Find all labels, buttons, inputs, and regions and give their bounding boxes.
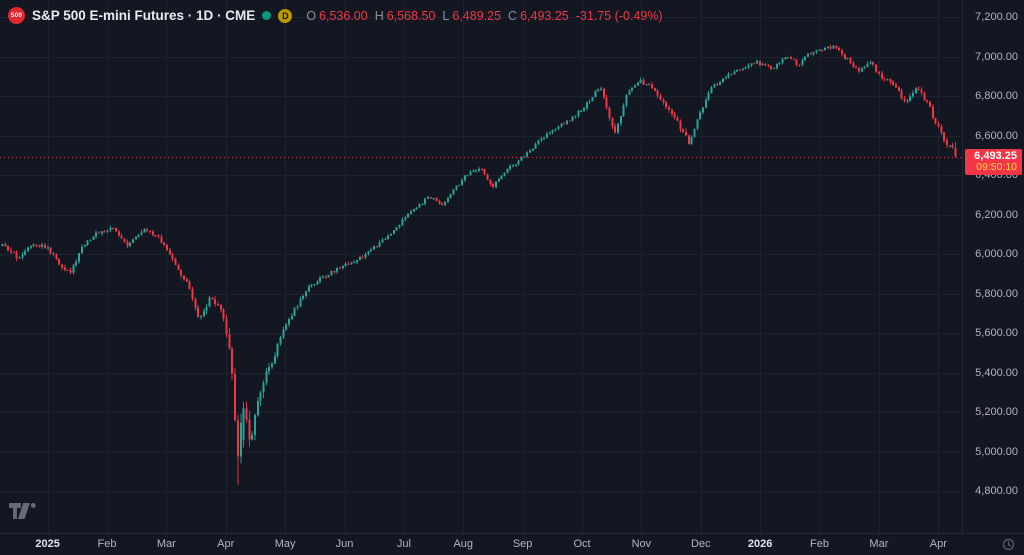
last-price-value: 6,493.25 [974,149,1017,162]
price-axis-label: 6,600.00 [975,129,1018,142]
legend-symbol-title[interactable]: S&P 500 E-mini Futures · 1D · CME [32,8,256,23]
time-axis-month-label: Jul [396,538,411,550]
time-axis-month-label: Feb [810,538,830,550]
symbol-logo-badge: 500 [8,7,25,24]
price-axis-label: 6,800.00 [975,90,1018,102]
candlestick-plot[interactable] [0,0,962,533]
time-axis-month-label: Sep [512,538,533,550]
price-axis-label: 5,000.00 [975,445,1018,458]
chart-legend: 500 S&P 500 E-mini Futures · 1D · CME D … [8,7,663,24]
bar-countdown: 09:50:10 [976,160,1017,173]
ohlc-close-value: 6,493.25 [520,8,569,23]
time-axis-month-label: May [274,538,296,550]
price-axis-label: 7,200.00 [975,11,1018,23]
ohlc-change: -31.75 (-0.49%) [575,8,663,23]
time-axis-month-label: Apr [217,538,235,550]
time-axis-month-label: Oct [573,538,591,550]
timezone-clock-icon[interactable] [1002,538,1015,551]
time-axis[interactable]: 2025 Feb Mar Apr May Jun Jul Aug Sep Oct Nov Dec 202… [0,533,1024,555]
time-axis-month-label: Aug [453,538,474,550]
time-axis-year-label: 2025 [35,538,60,550]
price-axis[interactable]: 6,493.25 09:50:10 7,200.00 7,000.00 6,800.… [962,0,1024,533]
price-axis-label: 6,000.00 [975,248,1018,260]
ohlc-open-value: 6,536.00 [319,8,368,23]
ohlc-high-value: 6,568.50 [386,8,436,23]
market-status-icon[interactable] [262,11,272,20]
time-axis-month-label: Mar [869,538,889,550]
ohlc-high-label: H [374,8,384,23]
price-axis-label: 6,200.00 [975,208,1018,221]
price-axis-label: 5,600.00 [975,327,1018,339]
chart-canvas[interactable]: 500 S&P 500 E-mini Futures · 1D · CME D … [0,0,962,533]
ohlc-low-label: L [442,8,450,23]
time-axis-month-label: Jun [335,538,354,550]
time-axis-month-label: Feb [97,538,117,550]
price-axis-label: 5,400.00 [975,366,1018,379]
time-axis-month-label: Nov [631,538,652,550]
time-axis-month-label: Mar [156,538,176,550]
ohlc-close-label: C [508,8,518,23]
last-price-tag: 6,493.25 09:50:10 [965,148,1022,175]
time-axis-year-label: 2026 [747,538,773,550]
tradingview-logo[interactable] [9,503,37,519]
price-axis-label: 4,800.00 [975,485,1018,497]
price-axis-label: 5,200.00 [975,406,1018,418]
ohlc-row: O 6,536.00 H 6,568.50 L 6,489.25 C 6,493… [299,9,662,23]
price-axis-label: 7,000.00 [975,50,1018,63]
ohlc-low-value: 6,489.25 [452,8,502,23]
time-axis-month-label: Apr [929,538,947,550]
price-axis-label: 5,800.00 [975,287,1018,300]
tradingview-logo-glyph [9,503,36,519]
ohlc-open-label: O [306,8,317,23]
time-axis-month-label: Dec [690,538,711,550]
delayed-data-badge[interactable]: D [278,8,293,23]
